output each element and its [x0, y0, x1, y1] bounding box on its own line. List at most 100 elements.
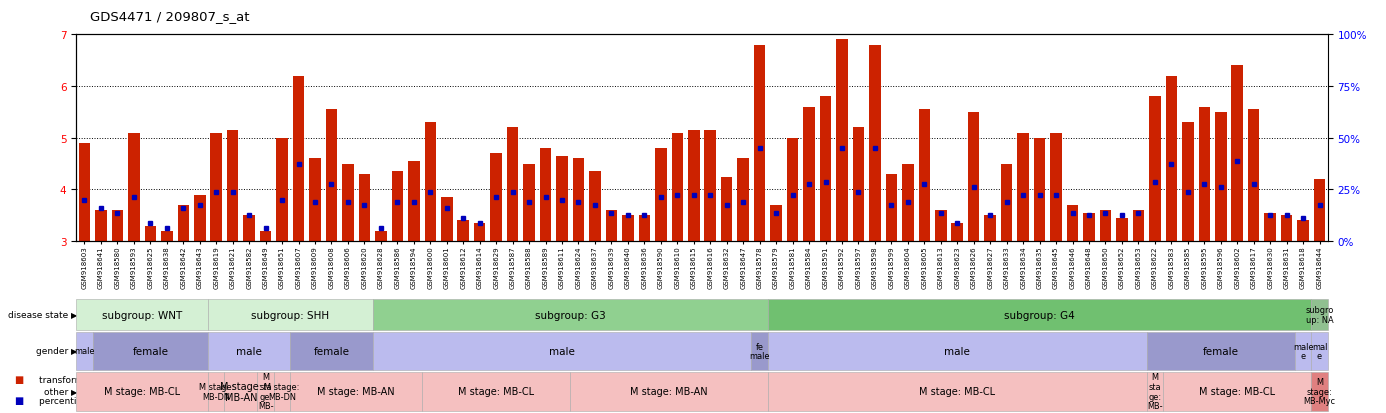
Bar [1149, 97, 1160, 242]
Text: M
sta
ge:
MB-: M sta ge: MB- [258, 372, 273, 411]
Bar [441, 198, 452, 242]
Bar [902, 164, 913, 242]
Bar [1247, 110, 1260, 242]
Text: female: female [132, 346, 168, 356]
Bar [96, 211, 107, 242]
Text: percentile rank within the sample: percentile rank within the sample [39, 396, 191, 405]
Bar [244, 216, 255, 242]
Bar [869, 45, 880, 242]
Bar [1281, 216, 1292, 242]
Bar [919, 110, 930, 242]
Bar [754, 45, 765, 242]
Bar [457, 221, 468, 242]
Bar [819, 97, 832, 242]
Text: subgroup: G4: subgroup: G4 [1005, 310, 1076, 320]
Text: female: female [1203, 346, 1239, 356]
Bar [1017, 133, 1028, 242]
Bar [79, 143, 90, 242]
Bar [161, 231, 173, 242]
Bar [1067, 206, 1078, 242]
Bar [836, 40, 848, 242]
Bar [1216, 113, 1227, 242]
Bar [704, 131, 717, 242]
Text: M stage: MB-AN: M stage: MB-AN [631, 386, 708, 396]
Bar [309, 159, 320, 242]
Text: transformed count: transformed count [39, 375, 123, 384]
Text: subgro
up: NA: subgro up: NA [1306, 306, 1333, 324]
Text: GDS4471 / 209807_s_at: GDS4471 / 209807_s_at [90, 10, 249, 23]
Text: M
stage:
MB-Myc: M stage: MB-Myc [1303, 377, 1336, 406]
Bar [491, 154, 502, 242]
Bar [1084, 213, 1095, 242]
Bar [771, 206, 782, 242]
Bar [424, 123, 437, 242]
Bar [936, 211, 947, 242]
Text: subgroup: WNT: subgroup: WNT [103, 310, 182, 320]
Bar [572, 159, 585, 242]
Bar [1166, 76, 1177, 242]
Bar [1264, 213, 1277, 242]
Bar [721, 177, 732, 242]
Bar [639, 216, 650, 242]
Text: subgroup: SHH: subgroup: SHH [251, 310, 330, 320]
Bar [539, 149, 552, 242]
Text: M stage: MB-CL: M stage: MB-CL [919, 386, 995, 396]
Bar [687, 131, 700, 242]
Bar [589, 172, 600, 242]
Bar [606, 211, 617, 242]
Text: gender: gender [36, 347, 71, 356]
Bar [656, 149, 667, 242]
Bar [407, 161, 420, 242]
Bar [556, 157, 568, 242]
Bar [128, 133, 140, 242]
Bar [1034, 138, 1045, 242]
Bar [787, 138, 798, 242]
Text: M stage: MB-CL: M stage: MB-CL [459, 386, 534, 396]
Text: fe
male: fe male [750, 342, 769, 361]
Bar [359, 174, 370, 242]
Bar [194, 195, 205, 242]
Text: subgroup: G3: subgroup: G3 [535, 310, 606, 320]
Bar [211, 133, 222, 242]
Text: M stage:
MB-AN: M stage: MB-AN [220, 381, 262, 402]
Text: male
e: male e [1293, 342, 1314, 361]
Text: M stage:
MB-DN: M stage: MB-DN [198, 382, 234, 401]
Bar [952, 223, 963, 242]
Text: disease state: disease state [7, 311, 71, 319]
Text: male: male [549, 346, 575, 356]
Text: M stage: MB-CL: M stage: MB-CL [104, 386, 180, 396]
Bar [227, 131, 238, 242]
Bar [292, 76, 305, 242]
Bar [804, 107, 815, 242]
Bar [326, 110, 337, 242]
Text: male: male [944, 346, 970, 356]
Text: M stage:
MB-DN: M stage: MB-DN [265, 382, 299, 401]
Bar [144, 226, 157, 242]
Bar [622, 216, 633, 242]
Bar [1314, 180, 1325, 242]
Bar [1001, 164, 1012, 242]
Bar [1099, 211, 1112, 242]
Text: male: male [236, 346, 262, 356]
Text: ■: ■ [14, 395, 24, 405]
Bar [177, 206, 188, 242]
Text: other: other [43, 387, 71, 396]
Bar [474, 223, 485, 242]
Bar [259, 231, 272, 242]
Bar [886, 174, 897, 242]
Bar [524, 164, 535, 242]
Bar [1116, 218, 1128, 242]
Text: female: female [313, 346, 349, 356]
Bar [672, 133, 683, 242]
Text: ▶: ▶ [71, 347, 78, 356]
Bar [852, 128, 865, 242]
Bar [1199, 107, 1210, 242]
Bar [1132, 211, 1145, 242]
Bar [276, 138, 288, 242]
Bar [984, 216, 997, 242]
Bar [507, 128, 518, 242]
Text: ▶: ▶ [71, 387, 78, 396]
Text: M stage: MB-CL: M stage: MB-CL [1199, 386, 1275, 396]
Bar [1231, 66, 1243, 242]
Bar [342, 164, 353, 242]
